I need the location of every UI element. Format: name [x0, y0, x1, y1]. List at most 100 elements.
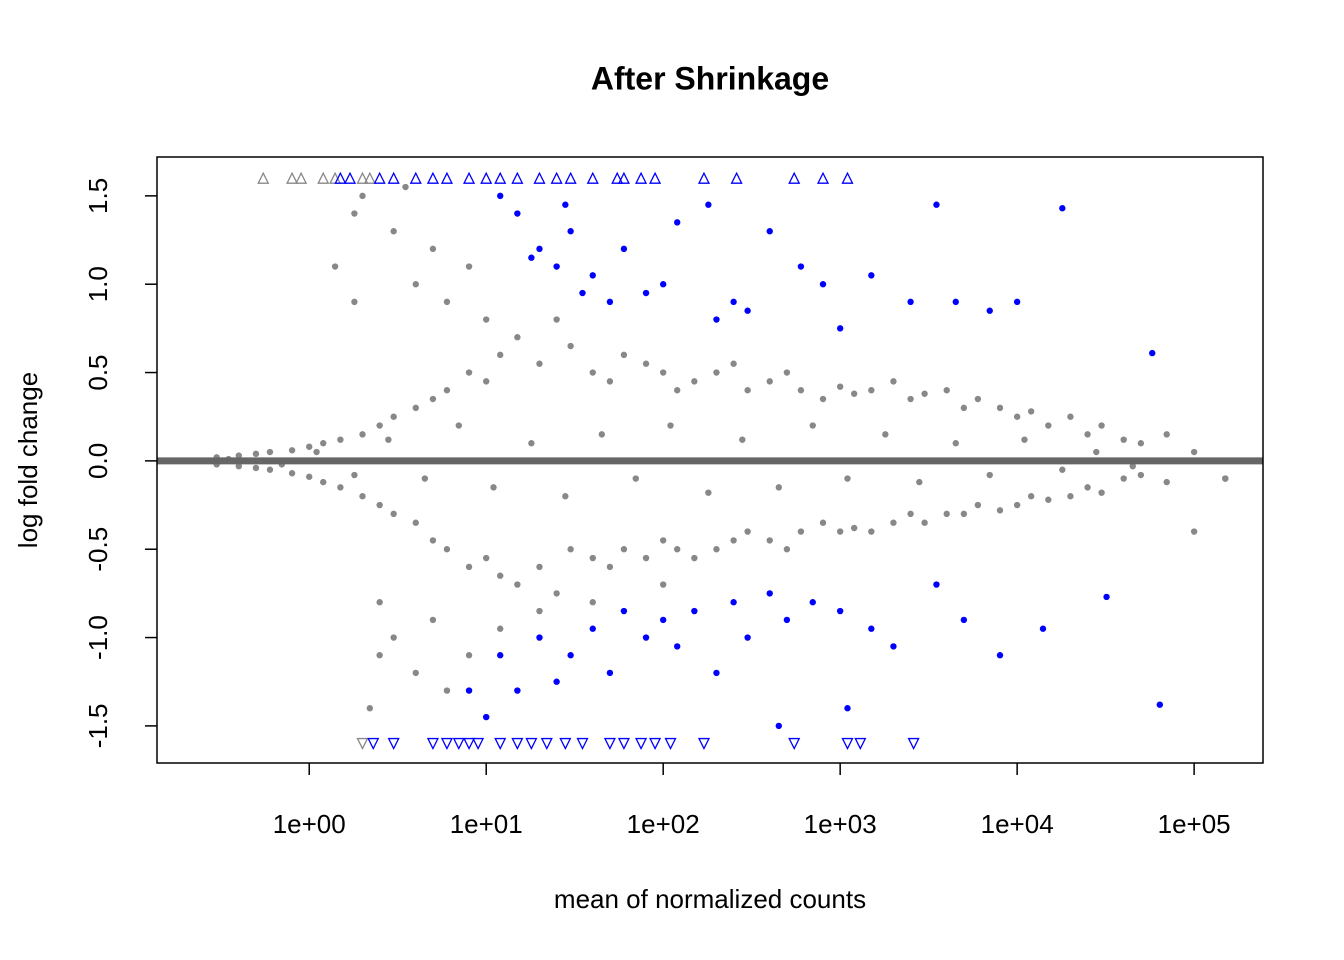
point	[620, 351, 628, 359]
point	[1013, 501, 1021, 509]
point	[1222, 475, 1229, 482]
point	[465, 369, 473, 376]
clipped-point	[387, 737, 400, 751]
point	[943, 387, 950, 394]
point	[536, 563, 543, 571]
point	[306, 443, 313, 450]
point	[359, 431, 366, 438]
x-tick-label: 1e+05	[1158, 809, 1231, 839]
point	[620, 546, 628, 553]
point	[632, 475, 639, 482]
point	[1027, 493, 1035, 500]
point	[1084, 484, 1091, 491]
point	[606, 378, 614, 385]
point	[775, 722, 782, 730]
point	[943, 510, 950, 518]
point	[783, 546, 791, 553]
point	[567, 342, 574, 350]
point	[836, 383, 844, 390]
point	[844, 705, 851, 712]
clipped-point	[440, 171, 453, 184]
point	[1190, 448, 1198, 456]
clipped-point	[635, 171, 648, 184]
point	[497, 192, 504, 200]
point	[890, 643, 897, 650]
point	[465, 687, 473, 694]
point	[1059, 466, 1066, 473]
point	[659, 369, 667, 376]
point	[766, 590, 773, 597]
point	[1027, 408, 1035, 415]
clipped-point	[586, 171, 599, 184]
point	[667, 422, 674, 429]
point	[366, 705, 374, 712]
point	[868, 387, 875, 394]
clipped-point	[550, 171, 563, 184]
point	[960, 616, 968, 624]
point	[1137, 471, 1145, 479]
clipped-point	[576, 737, 589, 751]
point	[783, 369, 791, 376]
point	[553, 263, 560, 270]
point	[974, 395, 982, 403]
point	[744, 634, 751, 641]
point	[797, 263, 805, 270]
x-axis-label: mean of normalized counts	[554, 884, 866, 914]
point	[528, 254, 535, 261]
clipped-point	[409, 171, 422, 184]
point	[844, 475, 851, 482]
y-tick-label: 0.0	[83, 443, 113, 479]
point	[974, 501, 982, 509]
point	[673, 643, 681, 650]
point	[376, 652, 383, 659]
point	[882, 431, 889, 438]
clipped-point	[257, 171, 270, 184]
point	[376, 501, 383, 509]
point	[1190, 528, 1198, 535]
point	[331, 263, 339, 270]
point	[252, 464, 260, 472]
point	[497, 351, 504, 359]
point	[483, 554, 490, 562]
clipped-point	[540, 737, 553, 751]
point	[996, 404, 1004, 412]
point	[1093, 448, 1100, 456]
point	[553, 678, 560, 685]
point	[1059, 205, 1066, 212]
point	[730, 537, 737, 544]
point	[412, 281, 419, 288]
point	[536, 634, 543, 641]
clipped-point	[295, 171, 308, 184]
clipped-point	[697, 171, 711, 184]
point	[850, 390, 858, 397]
point	[589, 369, 596, 376]
point	[465, 563, 473, 571]
point	[836, 528, 844, 535]
point	[1098, 422, 1105, 429]
point	[412, 404, 419, 412]
point	[252, 450, 260, 458]
point	[960, 404, 968, 412]
point	[1084, 431, 1091, 438]
point	[579, 289, 586, 297]
point	[1013, 298, 1021, 306]
point	[1013, 413, 1021, 420]
point	[528, 440, 535, 447]
point	[483, 316, 490, 323]
clipped-point	[472, 737, 485, 751]
point	[288, 447, 296, 454]
point	[1098, 489, 1105, 496]
point	[606, 298, 614, 306]
point	[868, 625, 875, 632]
point	[412, 519, 419, 526]
point	[730, 298, 737, 306]
clipped-point	[730, 171, 743, 184]
point	[986, 307, 993, 314]
point	[691, 607, 698, 615]
clipped-point	[617, 737, 630, 751]
clipped-point	[649, 171, 662, 184]
clipped-point	[511, 171, 524, 184]
point	[952, 298, 959, 306]
point	[775, 484, 782, 491]
point	[705, 201, 712, 208]
